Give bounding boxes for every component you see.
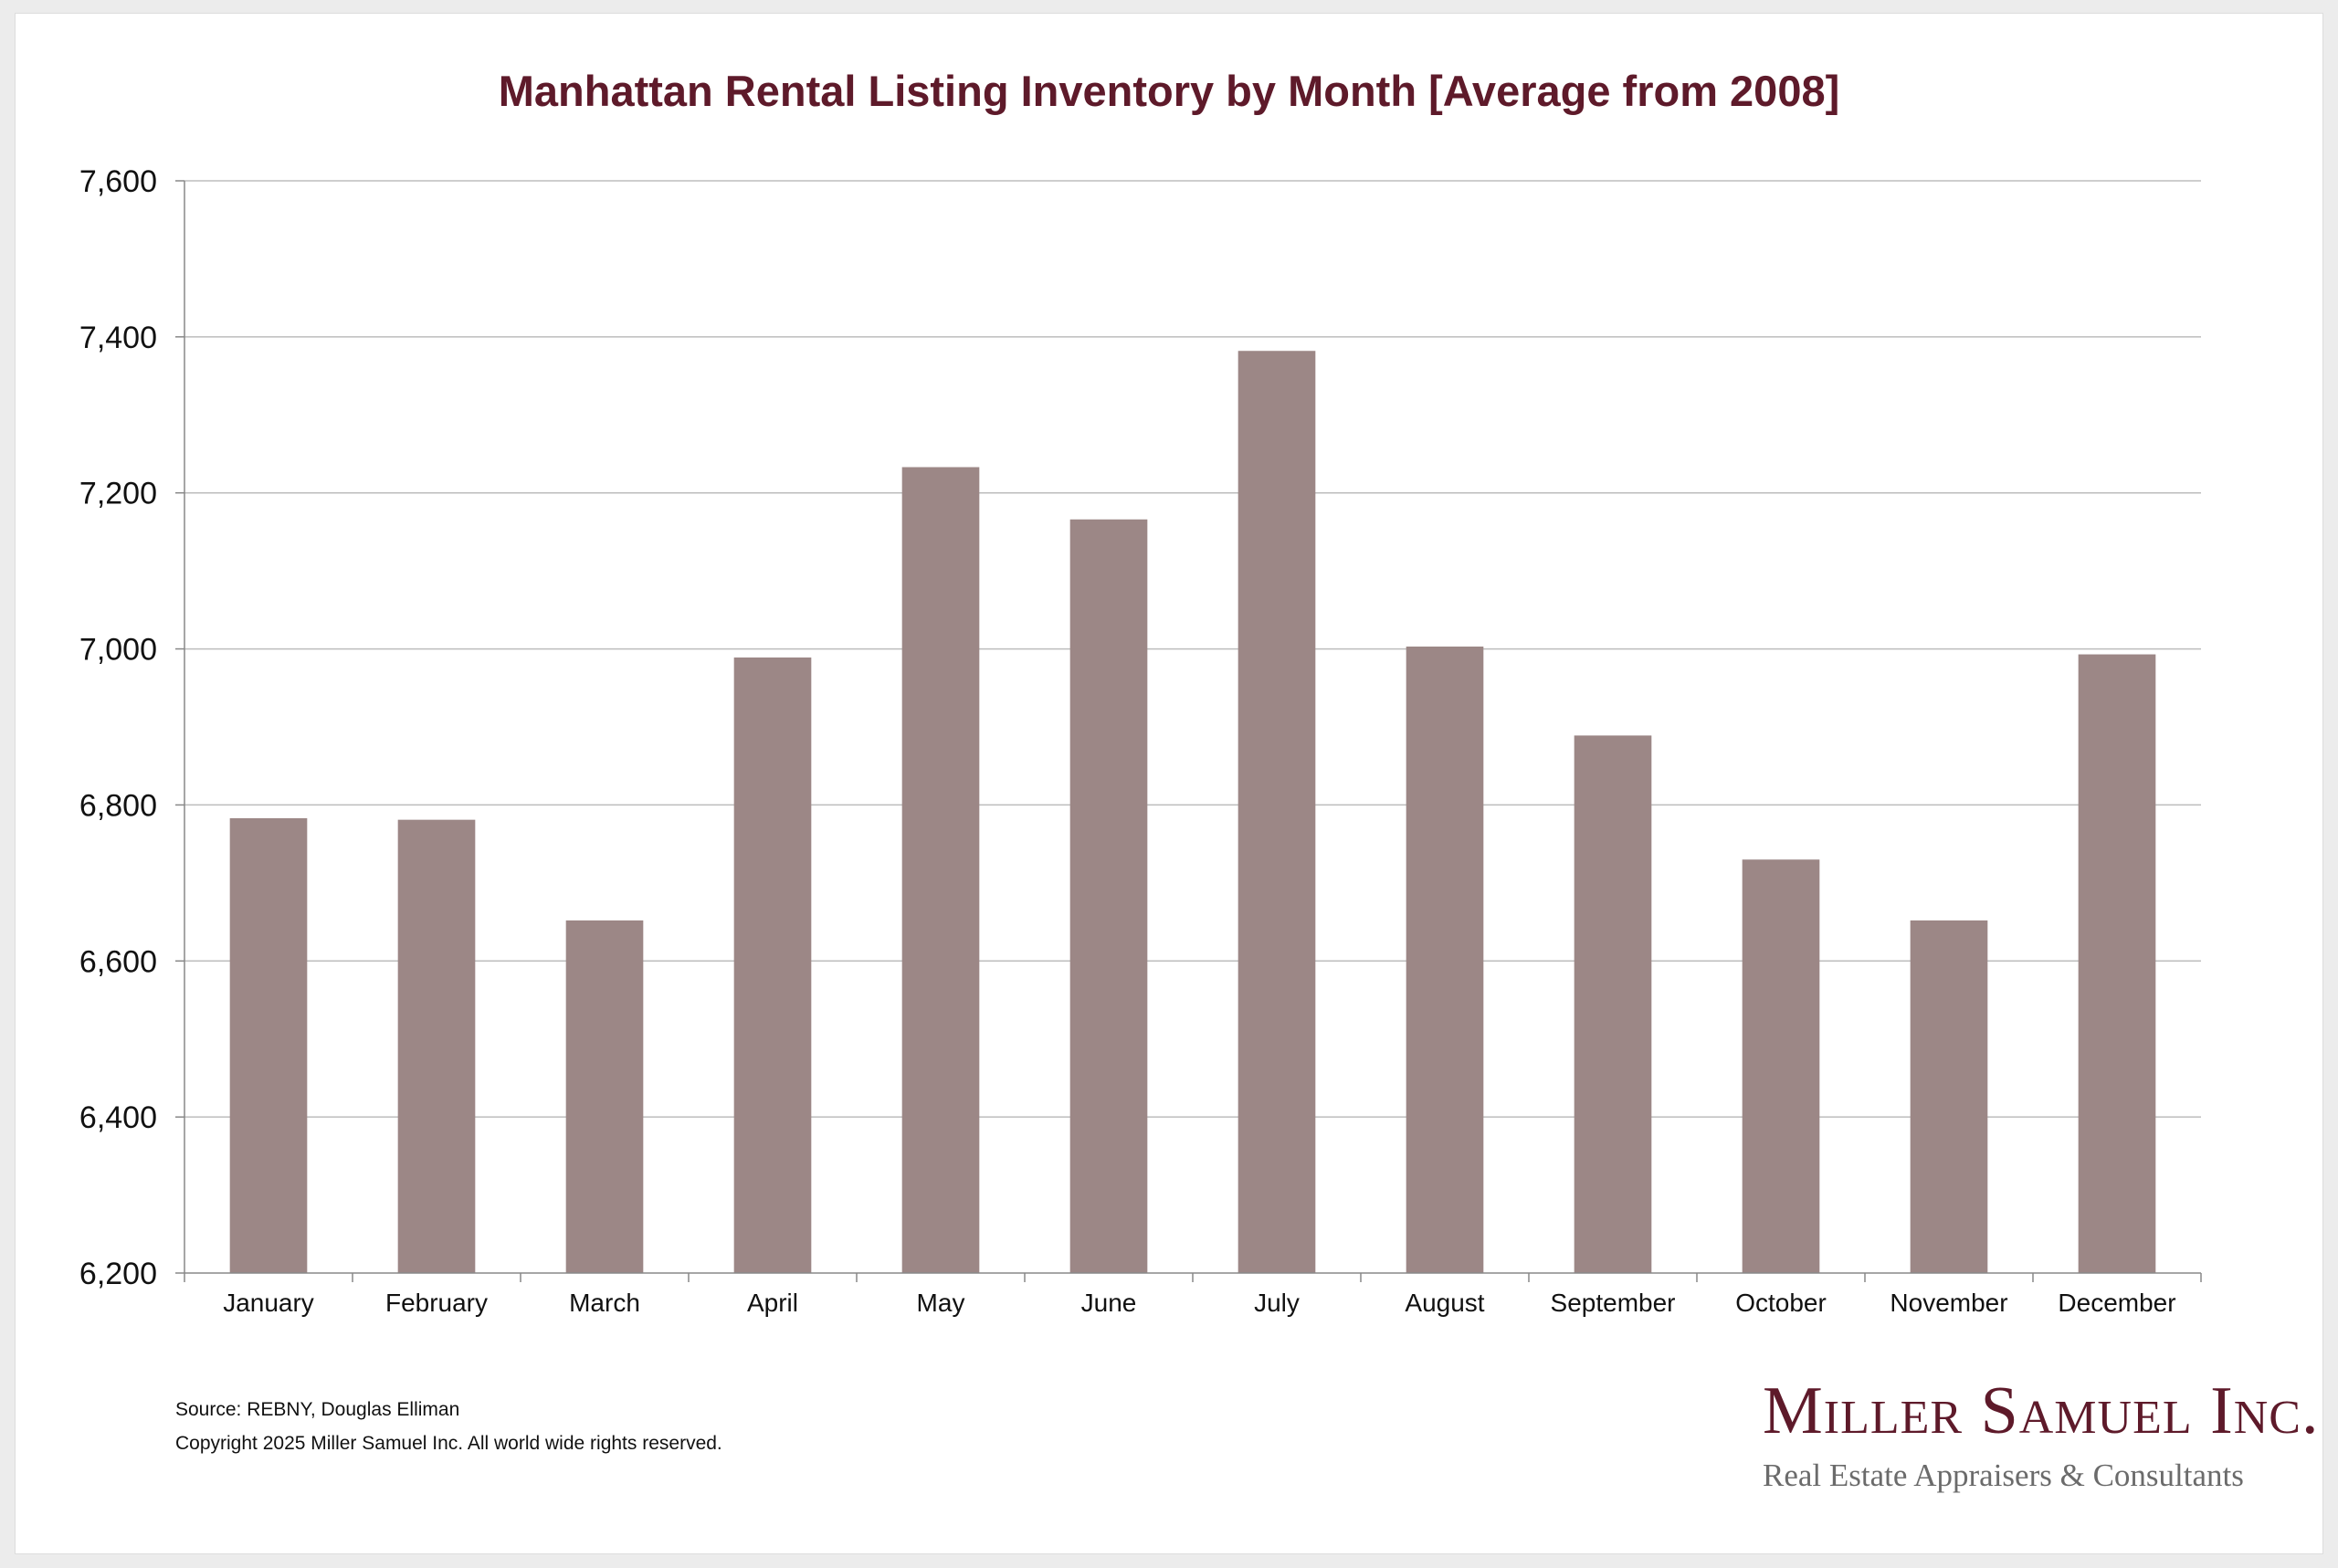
y-tick-label: 6,600	[79, 944, 157, 979]
y-tick-label: 7,200	[79, 477, 157, 511]
copyright-note: Copyright 2025 Miller Samuel Inc. All wo…	[175, 1433, 722, 1454]
tick-labels: 6,200 6,400 6,600 6,800 7,000 7,200 7,400 7,600…	[79, 164, 2176, 1317]
x-tick-label: July	[1254, 1289, 1300, 1317]
company-logo: Miller Samuel Inc. Real Estate Appraiser…	[1763, 1373, 2320, 1494]
bar	[901, 467, 980, 1274]
y-tick-label: 6,800	[79, 788, 157, 823]
logo-tagline: Real Estate Appraisers & Consultants	[1763, 1458, 2244, 1493]
source-note: Source: REBNY, Douglas Elliman	[175, 1399, 460, 1420]
x-tick-label: June	[1081, 1289, 1137, 1317]
bar	[1406, 647, 1484, 1273]
y-tick-label: 7,000	[79, 633, 157, 668]
x-tick-label: March	[569, 1289, 640, 1317]
x-tick-label: September	[1551, 1289, 1676, 1317]
chart-frame	[15, 13, 2323, 1554]
bar	[733, 657, 812, 1273]
bars	[229, 351, 2156, 1274]
x-tick-label: November	[1890, 1289, 2007, 1317]
x-tick-label: January	[223, 1289, 314, 1317]
logo-name: Miller Samuel Inc.	[1763, 1373, 2320, 1448]
bar	[2078, 654, 2156, 1273]
chart-title: Manhattan Rental Listing Inventory by Mo…	[498, 67, 1840, 115]
bar	[1742, 859, 1820, 1273]
x-tick-label: April	[747, 1289, 798, 1317]
gridlines	[184, 180, 2201, 1118]
x-tick-label: May	[917, 1289, 965, 1317]
bar	[1574, 735, 1652, 1273]
x-tick-label: August	[1405, 1289, 1484, 1317]
x-tick-label: December	[2058, 1289, 2175, 1317]
bar	[229, 817, 308, 1273]
y-tick-label: 6,400	[79, 1100, 157, 1135]
bar	[1237, 351, 1316, 1274]
y-tick-label: 6,200	[79, 1257, 157, 1291]
y-tick-label: 7,600	[79, 164, 157, 199]
axes	[175, 180, 2202, 1282]
bar	[397, 819, 476, 1273]
bar	[1910, 920, 1988, 1273]
x-tick-label: February	[385, 1289, 488, 1317]
x-tick-label: October	[1735, 1289, 1827, 1317]
bar	[1069, 519, 1148, 1273]
y-tick-label: 7,400	[79, 321, 157, 355]
bar	[565, 920, 644, 1273]
